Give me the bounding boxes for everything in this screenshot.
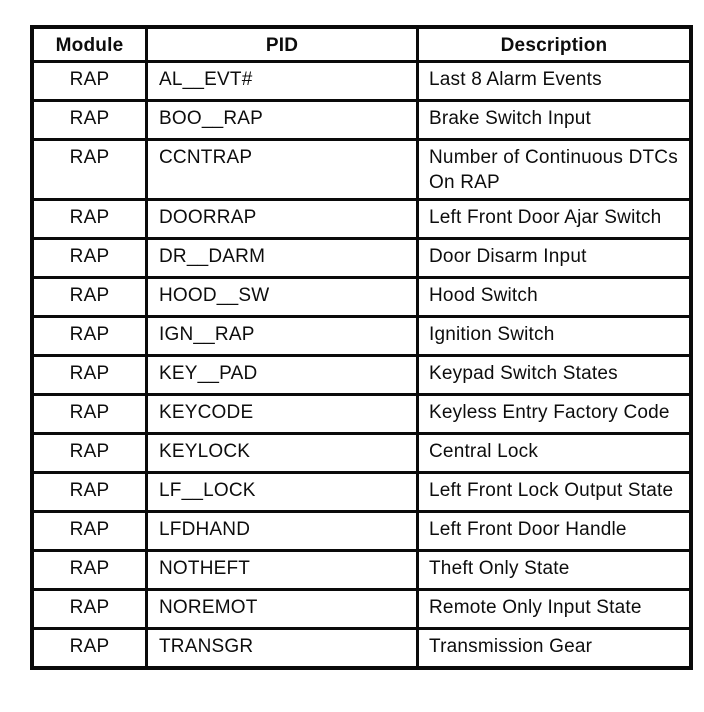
pid-cell: TRANSGR	[145, 627, 419, 670]
table-row: RAP NOREMOT Remote Only Input State	[30, 588, 693, 630]
module-cell: RAP	[30, 198, 148, 240]
module-cell: RAP	[30, 549, 148, 591]
header-pid: PID	[145, 25, 419, 63]
pid-cell: NOTHEFT	[145, 549, 419, 591]
module-cell: RAP	[30, 315, 148, 357]
pid-cell: IGN__RAP	[145, 315, 419, 357]
description-cell: Left Front Lock Output State	[416, 471, 693, 513]
pid-table: Module PID Description RAP AL__EVT# Last 8…	[30, 25, 693, 670]
pid-cell: KEY__PAD	[145, 354, 419, 396]
description-cell: Hood Switch	[416, 276, 693, 318]
module-cell: RAP	[30, 60, 148, 102]
pid-cell: KEYCODE	[145, 393, 419, 435]
description-cell: Left Front Door Ajar Switch	[416, 198, 693, 240]
pid-cell: DR__DARM	[145, 237, 419, 279]
pid-cell: NOREMOT	[145, 588, 419, 630]
pid-cell: AL__EVT#	[145, 60, 419, 102]
table-row: RAP NOTHEFT Theft Only State	[30, 549, 693, 591]
pid-cell: DOORRAP	[145, 198, 419, 240]
table-row: RAP KEY__PAD Keypad Switch States	[30, 354, 693, 396]
description-cell: Keyless Entry Factory Code	[416, 393, 693, 435]
description-cell: Last 8 Alarm Events	[416, 60, 693, 102]
pid-cell: KEYLOCK	[145, 432, 419, 474]
pid-cell: HOOD__SW	[145, 276, 419, 318]
header-description: Description	[416, 25, 693, 63]
description-cell: Brake Switch Input	[416, 99, 693, 141]
module-cell: RAP	[30, 276, 148, 318]
module-cell: RAP	[30, 354, 148, 396]
description-cell: Number of Continuous DTCs On RAP	[416, 138, 693, 201]
description-cell: Keypad Switch States	[416, 354, 693, 396]
header-row: Module PID Description	[30, 25, 693, 63]
module-cell: RAP	[30, 99, 148, 141]
table-body: RAP AL__EVT# Last 8 Alarm Events RAP BOO__RA…	[30, 60, 693, 670]
pid-cell: LF__LOCK	[145, 471, 419, 513]
module-cell: RAP	[30, 138, 148, 201]
table-row: RAP DOORRAP Left Front Door Ajar Switch	[30, 198, 693, 240]
table-row: RAP CCNTRAP Number of Continuous DTCs On R…	[30, 138, 693, 201]
description-cell: Theft Only State	[416, 549, 693, 591]
table-row: RAP IGN__RAP Ignition Switch	[30, 315, 693, 357]
module-cell: RAP	[30, 237, 148, 279]
table-row: RAP KEYCODE Keyless Entry Factory Code	[30, 393, 693, 435]
module-cell: RAP	[30, 471, 148, 513]
pid-cell: LFDHAND	[145, 510, 419, 552]
module-cell: RAP	[30, 627, 148, 670]
module-cell: RAP	[30, 393, 148, 435]
description-cell: Left Front Door Handle	[416, 510, 693, 552]
module-cell: RAP	[30, 588, 148, 630]
table-row: RAP LF__LOCK Left Front Lock Output State	[30, 471, 693, 513]
module-cell: RAP	[30, 510, 148, 552]
pid-cell: BOO__RAP	[145, 99, 419, 141]
module-cell: RAP	[30, 432, 148, 474]
table-row: RAP DR__DARM Door Disarm Input	[30, 237, 693, 279]
table-row: RAP AL__EVT# Last 8 Alarm Events	[30, 60, 693, 102]
description-cell: Remote Only Input State	[416, 588, 693, 630]
description-cell: Door Disarm Input	[416, 237, 693, 279]
pid-cell: CCNTRAP	[145, 138, 419, 201]
header-module: Module	[30, 25, 148, 63]
table-row: RAP LFDHAND Left Front Door Handle	[30, 510, 693, 552]
table-row: RAP TRANSGR Transmission Gear	[30, 627, 693, 670]
description-cell: Central Lock	[416, 432, 693, 474]
description-cell: Transmission Gear	[416, 627, 693, 670]
table-row: RAP BOO__RAP Brake Switch Input	[30, 99, 693, 141]
table-row: RAP HOOD__SW Hood Switch	[30, 276, 693, 318]
table-row: RAP KEYLOCK Central Lock	[30, 432, 693, 474]
description-cell: Ignition Switch	[416, 315, 693, 357]
